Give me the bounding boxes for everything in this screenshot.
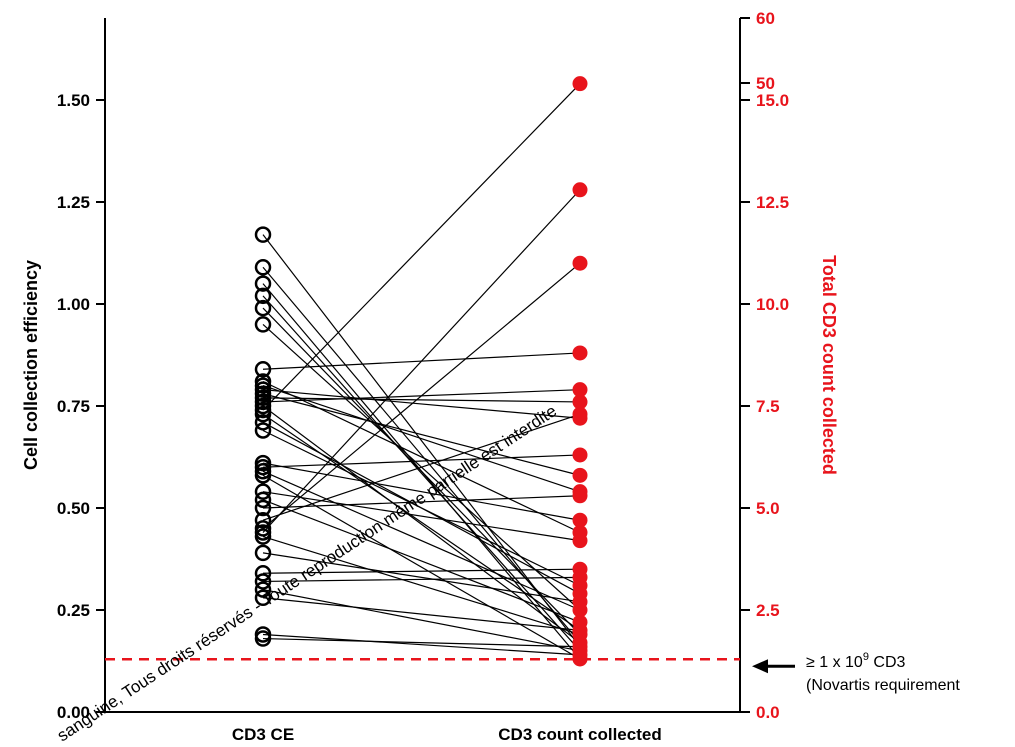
watermark-text: sanguine, Tous droits réservés - Toute r… <box>54 401 560 745</box>
count-point <box>572 512 588 528</box>
right-tick-label: 7.5 <box>756 397 780 416</box>
ce-point <box>254 316 272 333</box>
x-tick-label: CD3 count collected <box>498 725 661 744</box>
pair-lines <box>262 83 581 660</box>
reference-note-line2: (Novartis requirement <box>806 677 960 694</box>
left-tick-label: 0.00 <box>57 703 90 722</box>
ce-point <box>254 491 272 509</box>
pair-line <box>262 454 581 468</box>
left-tick-label: 0.25 <box>57 601 90 620</box>
ce-point <box>254 499 272 517</box>
pair-line <box>262 389 581 403</box>
ce-point <box>254 573 272 590</box>
ce-point <box>254 511 272 529</box>
pair-line <box>262 637 581 648</box>
ce-point <box>254 259 272 276</box>
count-point <box>572 467 588 483</box>
pair-line <box>262 633 581 656</box>
ce-point <box>254 299 272 317</box>
pair-line <box>262 295 581 652</box>
right-tick-label: 5.0 <box>756 499 780 518</box>
count-point <box>572 182 588 198</box>
count-point <box>572 533 588 549</box>
right-inner-tick-label: 60 <box>756 9 775 28</box>
pair-line <box>262 266 581 644</box>
right-axis-ticks: 0.0 2.5 5.0 7.5 10.0 12.5 15.0 60 50 <box>740 9 789 722</box>
count-point <box>572 651 588 667</box>
ce-point <box>254 528 272 545</box>
arrow-icon <box>752 659 795 674</box>
left-axis-ticks: 0.00 0.25 0.50 0.75 1.00 1.25 1.50 <box>57 91 105 722</box>
left-tick-label: 1.50 <box>57 91 90 110</box>
pair-line <box>262 397 581 403</box>
pair-line <box>262 499 581 623</box>
ce-point <box>254 422 272 439</box>
pair-line <box>262 380 581 534</box>
pair-line <box>262 283 581 660</box>
count-point <box>572 76 588 92</box>
right-axis-label: Total CD3 count collected <box>819 255 839 475</box>
ce-point <box>254 226 272 243</box>
left-axis-label: Cell collection efficiency <box>21 260 41 470</box>
ce-point <box>254 467 272 484</box>
ce-points <box>254 226 272 647</box>
pair-line <box>262 568 581 574</box>
ce-point <box>254 275 272 292</box>
count-points <box>572 76 588 667</box>
pair-line <box>262 323 581 611</box>
ce-point <box>254 544 272 562</box>
ce-point <box>254 405 272 423</box>
left-tick-label: 0.75 <box>57 397 90 416</box>
count-point <box>572 488 588 504</box>
pair-line <box>262 535 581 636</box>
pair-line <box>262 389 581 419</box>
pair-line <box>262 234 581 648</box>
pair-line <box>262 393 581 476</box>
ce-point <box>254 287 272 305</box>
right-tick-label: 10.0 <box>756 295 789 314</box>
pair-line <box>262 413 581 631</box>
pair-line <box>262 352 581 370</box>
left-tick-label: 0.50 <box>57 499 90 518</box>
count-point <box>572 394 588 410</box>
count-point <box>572 410 588 426</box>
ce-point <box>254 581 272 598</box>
count-point <box>572 345 588 361</box>
left-tick-label: 1.00 <box>57 295 90 314</box>
right-tick-label: 12.5 <box>756 193 789 212</box>
count-point <box>572 447 588 463</box>
reference-note-line1: ≥ 1 x 109 CD3 <box>806 651 905 671</box>
pair-line <box>262 474 581 660</box>
pair-line <box>262 470 581 611</box>
ce-point <box>254 483 272 500</box>
ce-point <box>254 361 272 378</box>
pair-line <box>262 491 581 542</box>
count-point <box>572 255 588 271</box>
pair-line <box>262 385 581 493</box>
right-tick-label: 0.0 <box>756 703 780 722</box>
right-inner-tick-label: 50 <box>756 74 775 93</box>
left-tick-label: 1.25 <box>57 193 90 212</box>
right-tick-label: 2.5 <box>756 601 780 620</box>
count-point <box>572 602 588 618</box>
ce-point <box>254 414 272 431</box>
pair-line <box>262 405 581 644</box>
ce-point <box>254 589 272 607</box>
pair-line <box>262 597 581 631</box>
ce-point <box>254 565 272 582</box>
pair-line <box>262 462 581 521</box>
count-point <box>572 382 588 398</box>
right-tick-label: 15.0 <box>756 91 789 110</box>
pair-line <box>262 589 581 652</box>
ce-point <box>254 630 272 647</box>
x-tick-label: CD3 CE <box>232 725 294 744</box>
